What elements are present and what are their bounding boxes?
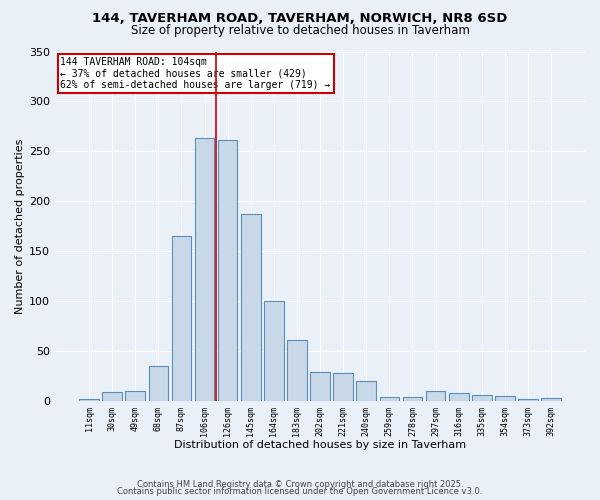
Bar <box>79 399 99 401</box>
Y-axis label: Number of detached properties: Number of detached properties <box>15 138 25 314</box>
Bar <box>287 340 307 401</box>
Bar <box>310 372 330 401</box>
Bar <box>541 398 561 401</box>
Bar <box>334 373 353 401</box>
X-axis label: Distribution of detached houses by size in Taverham: Distribution of detached houses by size … <box>174 440 466 450</box>
Bar <box>149 366 168 401</box>
Bar <box>380 397 399 401</box>
Bar <box>403 397 422 401</box>
Bar <box>356 381 376 401</box>
Bar <box>195 138 214 401</box>
Bar <box>449 393 469 401</box>
Bar <box>472 395 491 401</box>
Bar <box>518 399 538 401</box>
Text: Size of property relative to detached houses in Taverham: Size of property relative to detached ho… <box>131 24 469 37</box>
Bar <box>103 392 122 401</box>
Text: Contains HM Land Registry data © Crown copyright and database right 2025.: Contains HM Land Registry data © Crown c… <box>137 480 463 489</box>
Bar <box>426 391 445 401</box>
Bar <box>264 301 284 401</box>
Text: 144, TAVERHAM ROAD, TAVERHAM, NORWICH, NR8 6SD: 144, TAVERHAM ROAD, TAVERHAM, NORWICH, N… <box>92 12 508 26</box>
Text: Contains public sector information licensed under the Open Government Licence v3: Contains public sector information licen… <box>118 488 482 496</box>
Bar <box>495 396 515 401</box>
Text: 144 TAVERHAM ROAD: 104sqm
← 37% of detached houses are smaller (429)
62% of semi: 144 TAVERHAM ROAD: 104sqm ← 37% of detac… <box>61 56 331 90</box>
Bar <box>241 214 260 401</box>
Bar <box>125 391 145 401</box>
Bar <box>172 236 191 401</box>
Bar <box>218 140 238 401</box>
